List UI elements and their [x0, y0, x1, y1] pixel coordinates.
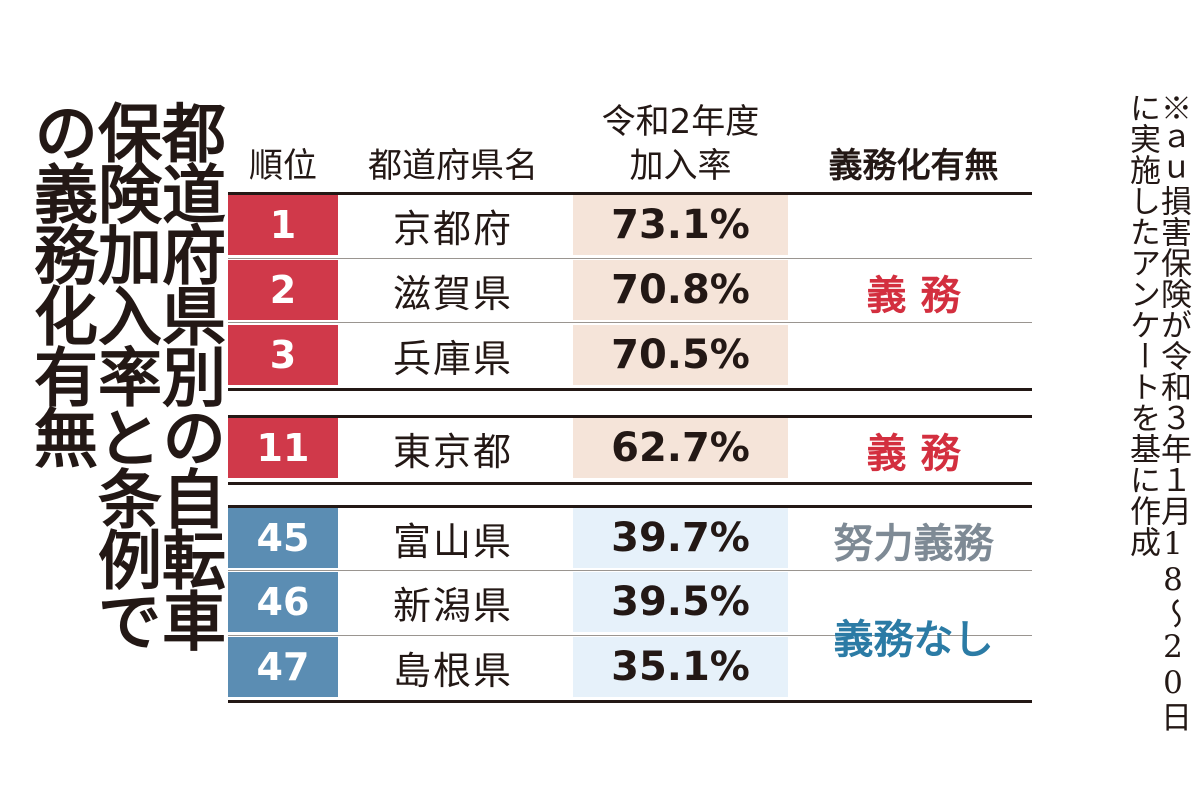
prefecture-cell: 東京都 [392, 429, 513, 474]
prefecture-cell: 島根県 [392, 648, 513, 693]
obligation-label-group1: 義 務 [866, 273, 961, 319]
rank-cell: 46 [228, 572, 338, 632]
table-rule-9 [228, 700, 1032, 703]
rank-cell: 1 [228, 195, 338, 255]
rank-cell: 11 [228, 418, 338, 478]
table-rule-7 [228, 570, 1032, 571]
obligation-label-group2: 義 務 [866, 431, 961, 477]
rank-cell: 3 [228, 325, 338, 385]
rank-cell: 45 [228, 508, 338, 568]
rate-cell: 70.8% [573, 260, 788, 320]
table-rule-1 [228, 258, 1032, 259]
rate-cell: 70.5% [573, 325, 788, 385]
prefecture-cell: 新潟県 [392, 583, 513, 628]
table-rule-6 [228, 505, 1032, 508]
rank-cell: 47 [228, 637, 338, 697]
rate-cell: 73.1% [573, 195, 788, 255]
header-prefecture: 都道府県名 [368, 146, 538, 186]
chart-title: 都道府県別の自転車保険加入率と条例での義務化有無 [23, 100, 225, 649]
rate-cell: 39.5% [573, 572, 788, 632]
header-rate-line2: 加入率 [629, 146, 732, 186]
prefecture-cell: 滋賀県 [392, 271, 513, 316]
prefecture-cell: 兵庫県 [392, 336, 513, 381]
rate-cell: 39.7% [573, 508, 788, 568]
table-rule-8 [228, 635, 1032, 636]
table-rule-0 [228, 192, 1032, 195]
rank-cell: 2 [228, 260, 338, 320]
prefecture-cell: 富山県 [392, 519, 513, 564]
header-rate-line1: 令和2年度 [601, 102, 760, 142]
rate-cell: 35.1% [573, 637, 788, 697]
table-rule-4 [228, 415, 1032, 418]
rate-cell: 62.7% [573, 418, 788, 478]
header-obligation: 義務化有無 [828, 146, 999, 186]
table-rule-5 [228, 482, 1032, 485]
table-rule-3 [228, 388, 1032, 391]
header-rank: 順位 [249, 146, 317, 186]
prefecture-cell: 京都府 [392, 206, 513, 251]
obligation-label-group4: 義務なし [833, 617, 994, 663]
source-note: ※ａｕ損害保険が令和３年１月18～20日に実施したアンケートを基に作成 [1124, 92, 1191, 732]
obligation-label-group3: 努力義務 [833, 521, 994, 567]
table-rule-2 [228, 322, 1032, 323]
